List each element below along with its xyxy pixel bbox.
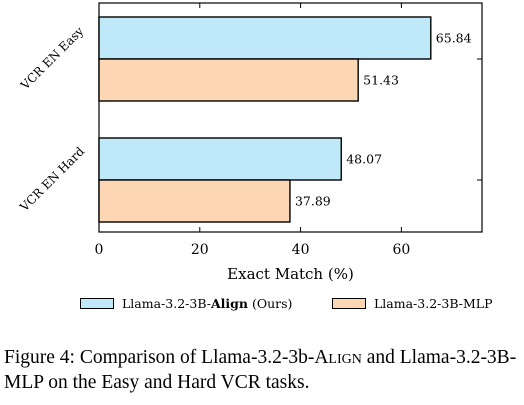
x-tick-label: 0 [95, 242, 104, 258]
data-label: 65.84 [436, 31, 472, 46]
legend-label-align: Llama-3.2-3B-Align (Ours) [122, 296, 293, 311]
data-label: 48.07 [346, 152, 382, 167]
data-label: 51.43 [363, 73, 399, 88]
legend: Llama-3.2-3B-Align (Ours) Llama-3.2-3B-M… [80, 296, 512, 318]
legend-item-mlp: Llama-3.2-3B-MLP [332, 296, 493, 311]
x-axis-label: Exact Match (%) [227, 265, 354, 283]
x-tick-label: 20 [191, 242, 209, 258]
x-tick-label: 60 [392, 242, 410, 258]
x-tick-label: 40 [292, 242, 310, 258]
legend-label-mlp: Llama-3.2-3B-MLP [374, 296, 493, 311]
y-tick-label: VCR EN Easy [17, 24, 86, 93]
bar [98, 58, 359, 102]
data-label: 37.89 [295, 194, 331, 209]
legend-item-align: Llama-3.2-3B-Align (Ours) [80, 296, 292, 311]
bar [98, 179, 291, 223]
bar [98, 16, 432, 60]
chart: 0 20 40 60 VCR EN Easy 65.84 51.43 VCR EN Hard 4… [17, 2, 483, 283]
figure-caption: Figure 4: Comparison of Llama-3.2-3b-Ali… [4, 347, 517, 393]
legend-swatch-mlp [332, 298, 366, 309]
bar [98, 137, 342, 181]
legend-swatch-align [80, 298, 114, 309]
plot-area-frame [98, 2, 483, 233]
y-tick-label: VCR EN Hard [17, 144, 88, 215]
